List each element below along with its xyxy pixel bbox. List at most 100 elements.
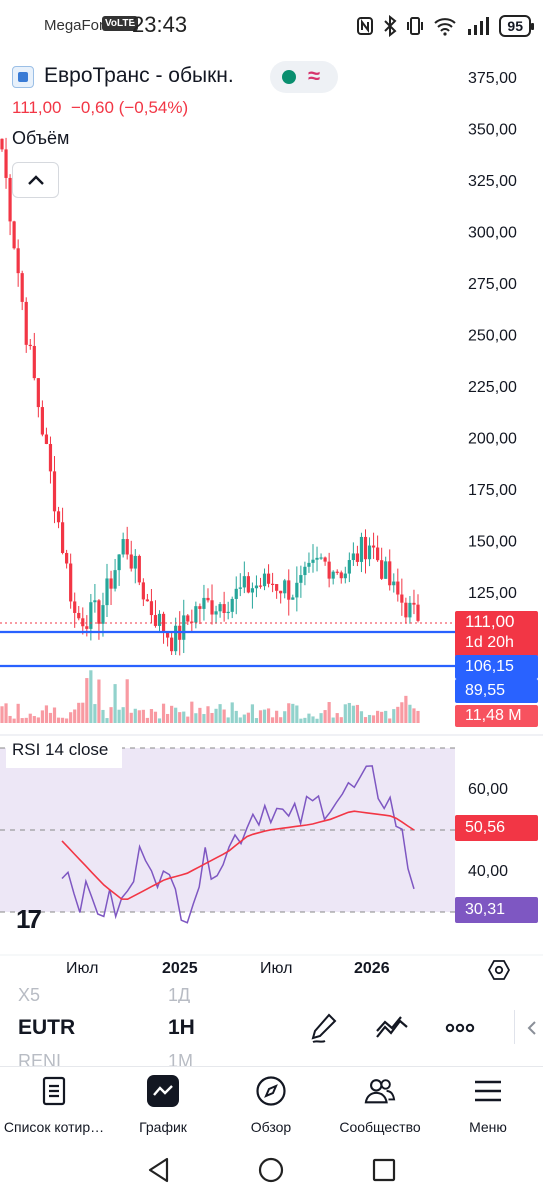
candle-body (355, 553, 360, 562)
symbol-next[interactable]: RENI (18, 1051, 62, 1069)
volume-value: 11,48 M (465, 707, 522, 724)
volume-bar (279, 717, 283, 723)
candle-body (117, 554, 121, 571)
candle-body (149, 601, 154, 616)
rsi-line (61, 765, 415, 924)
volume-bar (384, 710, 388, 723)
candle-body (24, 301, 28, 345)
candle-body (363, 536, 368, 560)
nav-watchlist[interactable]: Список котир… (0, 1075, 109, 1135)
volume-bar (376, 710, 380, 723)
price-tick-label: 225,00 (468, 379, 517, 396)
community-icon (364, 1075, 396, 1107)
volume-bar (408, 704, 412, 723)
candle-body (0, 138, 4, 150)
volume-bar (291, 703, 295, 723)
draw-tool-button[interactable] (306, 1010, 342, 1046)
price-tick-label: 200,00 (468, 431, 517, 448)
candle-body (250, 588, 255, 593)
candle-body (65, 552, 69, 564)
volume-bar (396, 706, 400, 723)
price-tick-label: 125,00 (468, 585, 517, 602)
volume-bar (113, 684, 117, 723)
volume-bar (81, 702, 85, 723)
volume-bar (101, 709, 105, 723)
symbol-logo (12, 66, 34, 88)
recents-icon[interactable] (370, 1156, 398, 1184)
nav-menu[interactable]: Меню (433, 1075, 543, 1135)
candle-body (258, 585, 263, 587)
chart-settings-button[interactable] (487, 959, 511, 981)
candle-body (222, 604, 226, 613)
status-bar: MegaFon VoLTE 23:43 95 (0, 0, 543, 56)
price-chart[interactable]: 375,00 350,00 325,00 300,00 275,00 250,00 225,… (0, 56, 543, 956)
rsi-legend[interactable]: RSI 14 close (6, 738, 122, 768)
volume-bar (65, 718, 69, 723)
tradingview-logo[interactable]: 17 (16, 904, 42, 934)
candle-body (89, 602, 93, 629)
price-tick-label: 325,00 (468, 173, 517, 190)
volume-bar (275, 710, 279, 723)
price-tick-label: 175,00 (468, 482, 517, 499)
volume-bar (339, 717, 343, 723)
symbol-title[interactable]: ЕвроТранс - обыкн. (44, 64, 234, 87)
candle-body (202, 597, 206, 609)
candle-body (299, 575, 303, 583)
volume-bar (315, 718, 319, 723)
candle-body (254, 585, 259, 589)
price-tick-label: 350,00 (468, 122, 517, 139)
volume-bar (178, 712, 182, 723)
volume-bar (117, 709, 121, 723)
volume-bar (331, 717, 335, 723)
price-tick-label: 150,00 (468, 534, 517, 551)
volume-bar (234, 710, 238, 723)
collapse-legend-button[interactable] (12, 162, 59, 198)
volume-bar (89, 670, 93, 723)
volume-bar (319, 713, 323, 723)
back-icon[interactable] (145, 1156, 173, 1184)
nav-chart[interactable]: График (108, 1075, 218, 1135)
symbol-prev[interactable]: X5 (18, 985, 41, 1003)
home-icon[interactable] (257, 1156, 285, 1184)
volume-bar (367, 714, 372, 723)
volume-bar (218, 704, 222, 723)
timeframe-selector[interactable]: 1H (168, 1016, 195, 1039)
candle-body (331, 571, 335, 579)
volume-bar (149, 709, 154, 723)
nav-overview[interactable]: Обзор (216, 1075, 326, 1135)
candle-body (145, 599, 149, 602)
rsi-ma-badge: 50,56 (455, 815, 538, 841)
rsi-ma-value: 50,56 (465, 819, 506, 836)
symbol-selector[interactable]: EUTR (18, 1016, 76, 1039)
last-price-badge-value: 111,00 (465, 612, 515, 631)
system-navigation-bar (0, 1142, 543, 1200)
bluetooth-icon (384, 15, 397, 37)
candle-body (69, 563, 73, 602)
nav-community[interactable]: Сообщество (325, 1075, 435, 1135)
candle-body (266, 573, 271, 584)
price-tick-label: 300,00 (468, 225, 517, 242)
volume-bar (230, 702, 234, 723)
indicators-button[interactable] (374, 1010, 410, 1046)
candle-body (238, 587, 242, 589)
volume-bar (129, 712, 133, 723)
candle-body (351, 553, 355, 561)
candle-body (335, 571, 339, 573)
volume-bar (412, 708, 416, 723)
collapse-toolbar-button[interactable] (522, 1010, 542, 1046)
candle-body (125, 539, 129, 555)
volume-bar (93, 704, 97, 723)
candle-body (194, 606, 198, 623)
volume-bar (392, 709, 396, 723)
timeframe-next[interactable]: 1M (168, 1051, 194, 1069)
volume-bar (404, 695, 408, 723)
volume-bar (299, 718, 303, 723)
volume-badge: 11,48 M (455, 705, 538, 727)
timeframe-prev[interactable]: 1Д (168, 985, 191, 1003)
market-status-pill[interactable]: ≈ (270, 61, 338, 93)
volume-bar (20, 718, 24, 723)
candle-body (279, 590, 283, 594)
volume-bar (174, 707, 178, 723)
more-options-button[interactable] (442, 1010, 478, 1046)
chart-icon (147, 1075, 179, 1107)
